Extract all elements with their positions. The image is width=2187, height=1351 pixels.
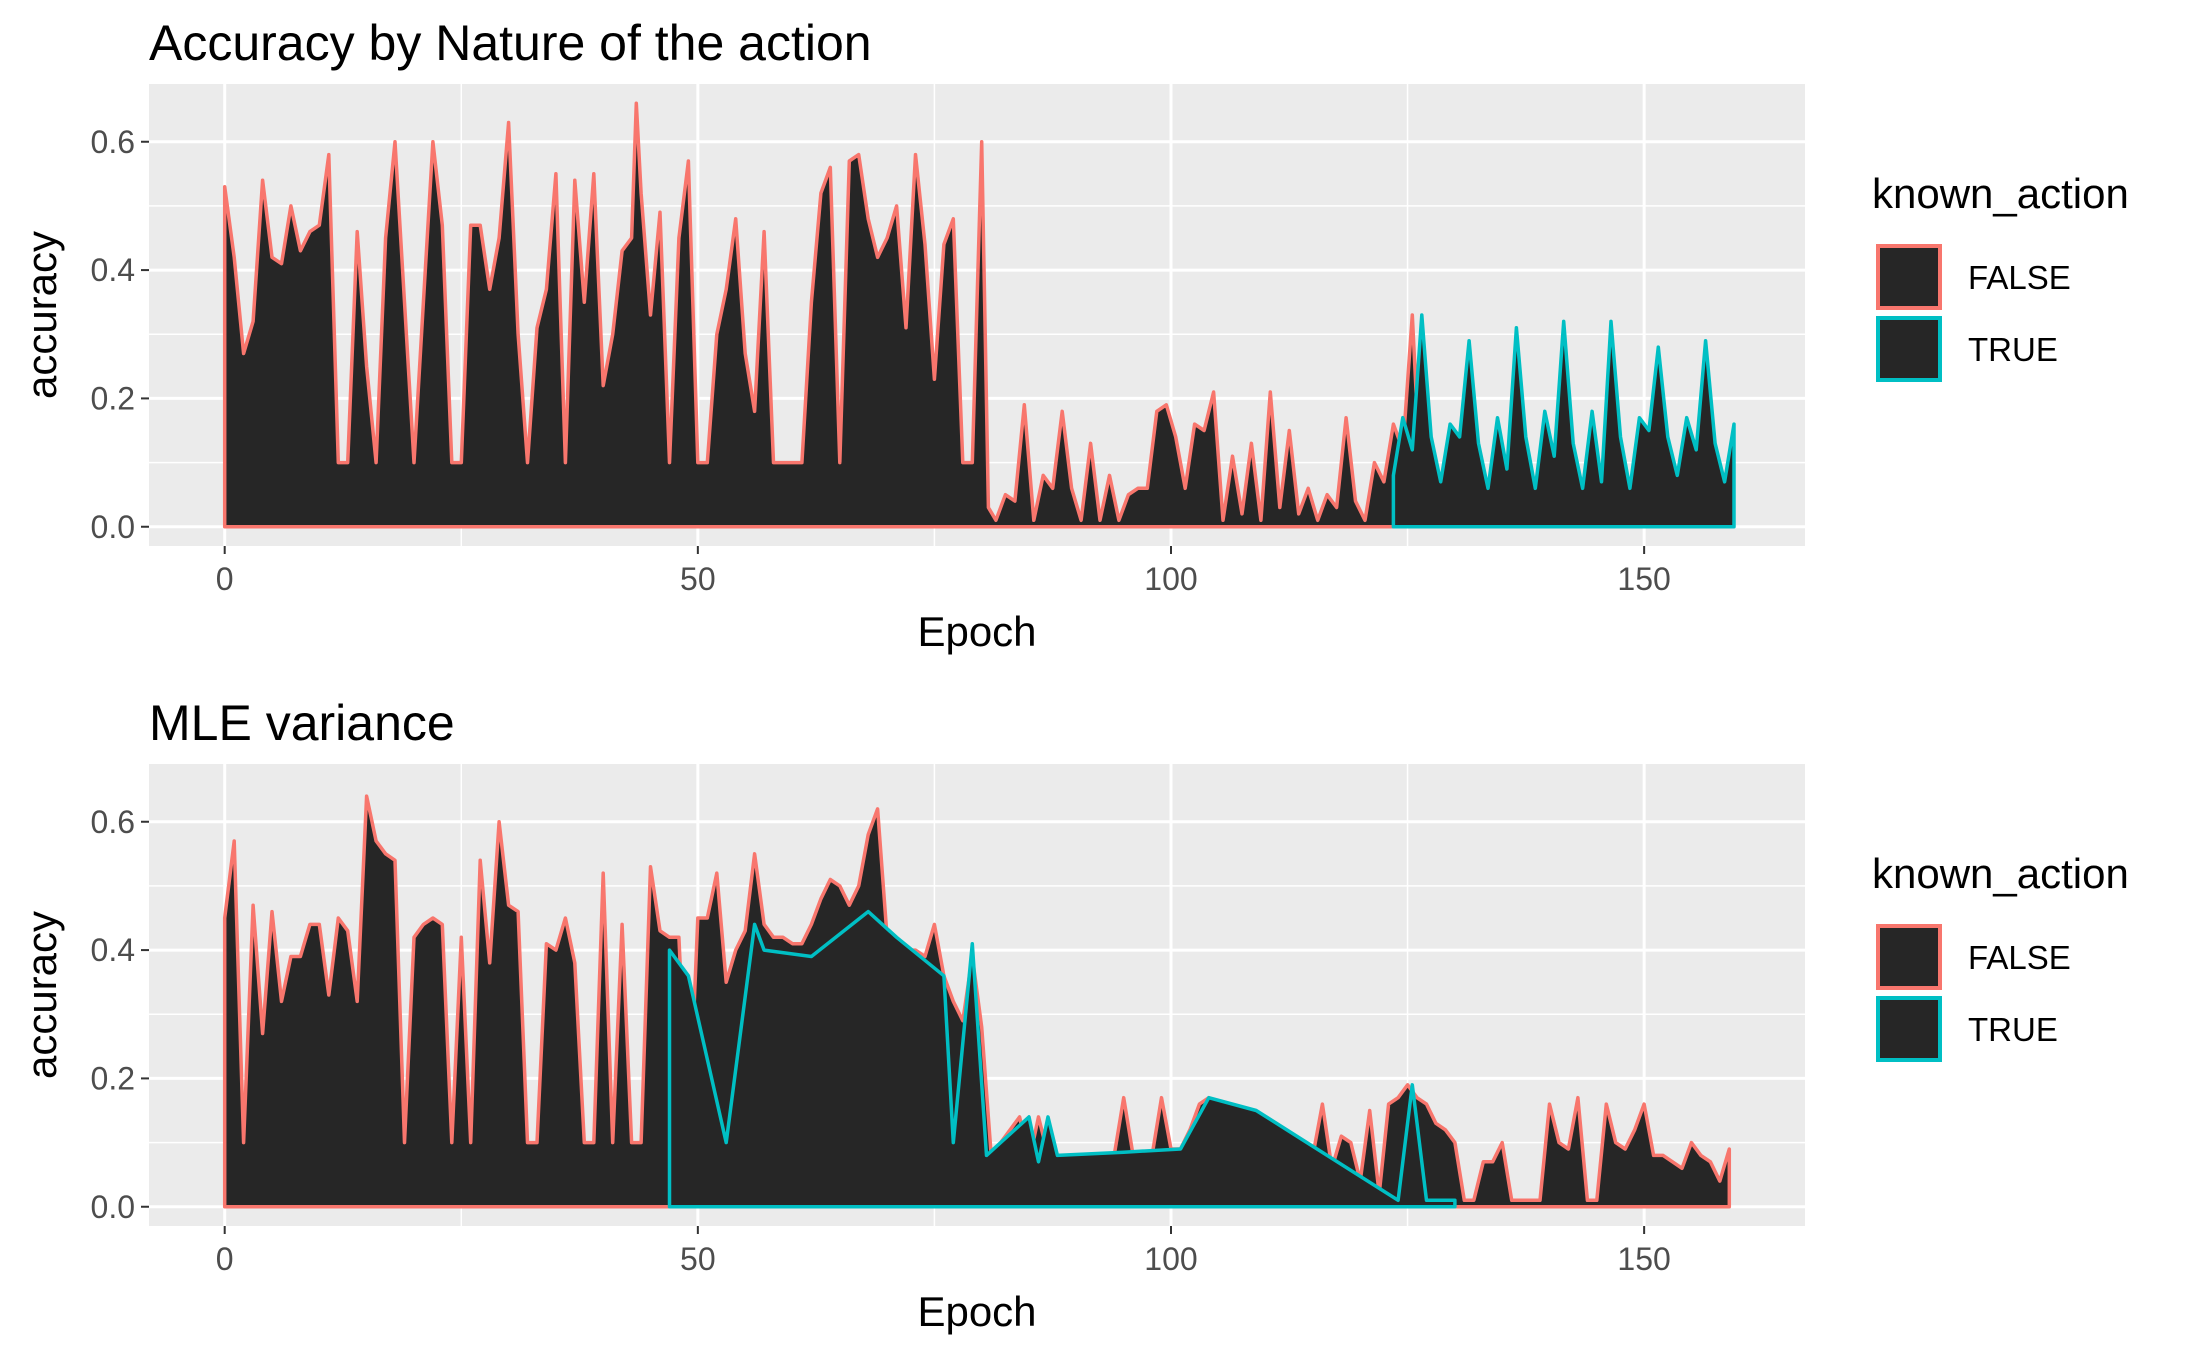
legend-label-true: TRUE bbox=[1968, 331, 2058, 368]
legend-title: known_action bbox=[1872, 850, 2129, 897]
chart-title: Accuracy by Nature of the action bbox=[149, 15, 872, 71]
y-axis-title: accuracy bbox=[18, 231, 65, 399]
legend-key-false bbox=[1876, 924, 1942, 990]
legend-label-true: TRUE bbox=[1968, 1011, 2058, 1048]
y-axis-title: accuracy bbox=[18, 911, 65, 1079]
y-tick-label: 0.0 bbox=[91, 1189, 135, 1225]
y-tick-label: 0.6 bbox=[91, 124, 135, 160]
chart-mle-variance: MLE variance 0.0 0.2 0.4 0.6 0 50 100 150 Epoch ac… bbox=[18, 695, 2129, 1335]
legend-key-false bbox=[1876, 244, 1942, 310]
legend-key-true bbox=[1876, 996, 1942, 1062]
y-tick-label: 0.6 bbox=[91, 804, 135, 840]
series-area-true bbox=[667, 909, 1457, 1209]
legend-key-true bbox=[1876, 316, 1942, 382]
chart-title: MLE variance bbox=[149, 695, 455, 751]
x-tick-label: 0 bbox=[216, 561, 234, 597]
x-tick-label: 0 bbox=[216, 1241, 234, 1277]
y-tick-label: 0.4 bbox=[91, 932, 135, 968]
series-area-true bbox=[1391, 313, 1736, 529]
x-tick-label: 50 bbox=[680, 561, 716, 597]
x-tick-label: 150 bbox=[1617, 561, 1670, 597]
y-tick-label: 0.2 bbox=[91, 1060, 135, 1096]
legend-label-false: FALSE bbox=[1968, 939, 2071, 976]
x-tick-label: 100 bbox=[1144, 561, 1197, 597]
chart-accuracy-by-nature: Accuracy by Nature of the action 0.0 0.2 0.… bbox=[18, 15, 2129, 655]
x-tick-label: 150 bbox=[1617, 1241, 1670, 1277]
x-axis-title: Epoch bbox=[917, 1288, 1036, 1335]
legend-title: known_action bbox=[1872, 170, 2129, 217]
x-axis-title: Epoch bbox=[917, 608, 1036, 655]
x-tick-label: 100 bbox=[1144, 1241, 1197, 1277]
x-tick-label: 50 bbox=[680, 1241, 716, 1277]
y-tick-label: 0.0 bbox=[91, 509, 135, 545]
series-area-false bbox=[222, 101, 1424, 529]
y-tick-label: 0.2 bbox=[91, 380, 135, 416]
legend-label-false: FALSE bbox=[1968, 259, 2071, 296]
y-tick-label: 0.4 bbox=[91, 252, 135, 288]
